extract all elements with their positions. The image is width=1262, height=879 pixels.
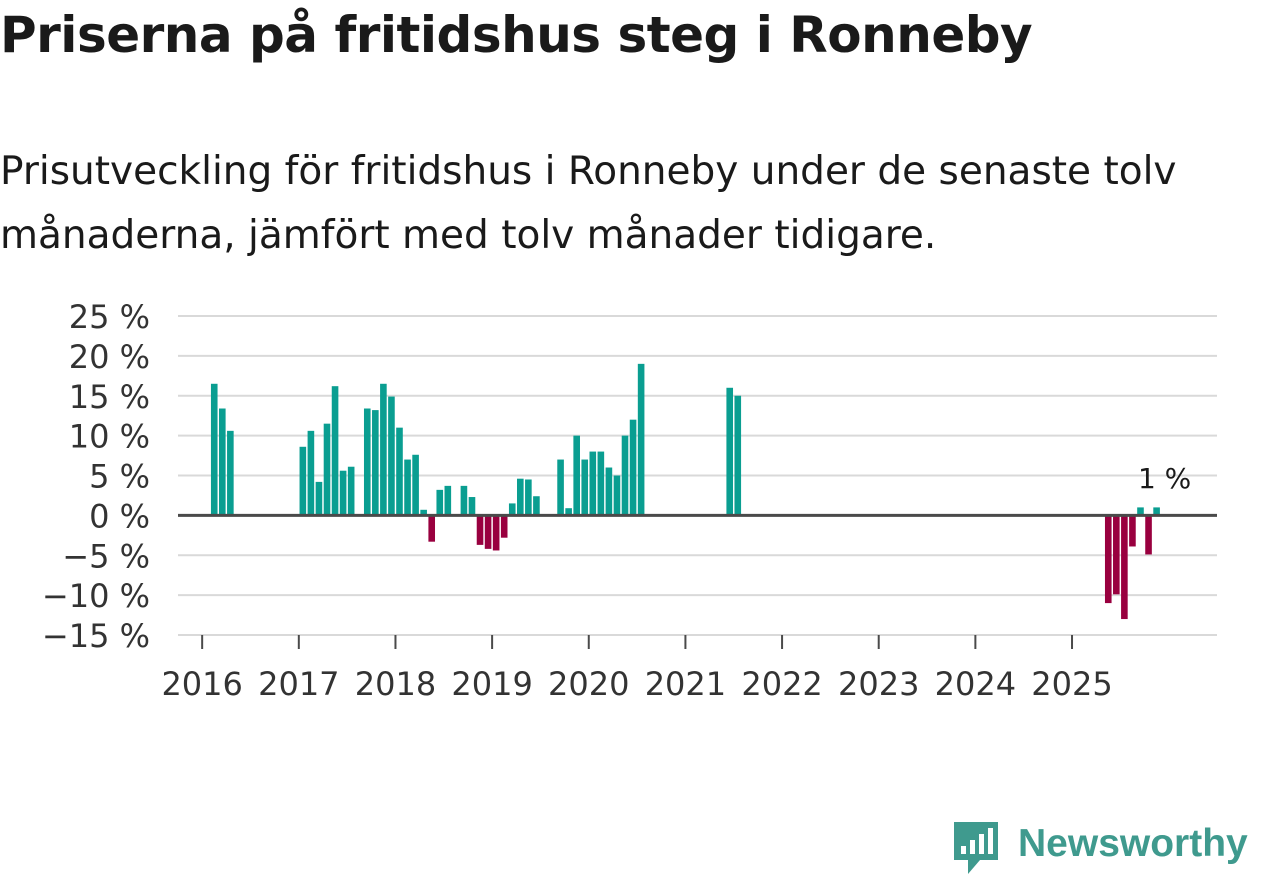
bar <box>533 496 540 516</box>
bar <box>363 408 371 516</box>
bar <box>218 408 226 516</box>
bar <box>637 363 645 516</box>
y-tick-label: 20 % <box>69 338 150 376</box>
bar <box>629 419 637 516</box>
y-tick-label: 25 % <box>69 298 150 336</box>
bar <box>1153 507 1160 516</box>
x-tick-label: 2016 <box>161 665 242 703</box>
y-axis: 25 %20 %15 %10 %5 %0 %−5 %−10 %−15 % <box>42 298 150 655</box>
bar <box>299 446 307 516</box>
bar <box>396 427 403 516</box>
bar <box>210 383 218 516</box>
bar <box>1121 515 1128 620</box>
bar <box>589 451 597 516</box>
newsworthy-logo: Newsworthy <box>950 818 1260 878</box>
y-tick-label: 15 % <box>69 378 150 416</box>
x-tick-label: 2018 <box>355 665 436 703</box>
bar <box>500 515 508 538</box>
x-axis: 2016 2017 2018 2019 2020 2021 2022 2023 2024 2025 <box>161 635 1113 703</box>
bar <box>508 503 516 516</box>
y-tick-label: −10 % <box>42 577 150 615</box>
bar <box>1129 515 1136 547</box>
x-tick-label: 2024 <box>935 665 1016 703</box>
bar <box>1113 515 1120 595</box>
bar <box>380 383 387 516</box>
bar <box>1104 515 1112 604</box>
bar <box>517 478 524 516</box>
chart-subtitle: Prisutveckling för fritidshus i Ronneby … <box>0 149 1177 258</box>
y-tick-label: −5 % <box>62 537 150 575</box>
x-tick-label: 2023 <box>838 665 919 703</box>
x-tick-label: 2020 <box>548 665 629 703</box>
bar <box>605 467 613 516</box>
bar <box>557 459 564 516</box>
bar <box>460 485 468 516</box>
bar <box>372 410 379 516</box>
y-tick-label: 0 % <box>89 497 150 535</box>
bar <box>621 435 629 516</box>
bar <box>1145 515 1152 555</box>
bar <box>412 454 419 516</box>
x-tick-label: 2017 <box>258 665 339 703</box>
bar <box>726 387 734 516</box>
bar <box>734 395 742 516</box>
bar <box>315 481 323 516</box>
bars <box>210 363 1160 620</box>
annotations: 1 % <box>1138 462 1191 495</box>
bar <box>404 459 411 516</box>
bar <box>420 509 427 516</box>
brand-name: Newsworthy <box>1018 822 1248 865</box>
bar <box>436 489 444 516</box>
y-tick-label: 10 % <box>69 418 150 456</box>
bar <box>597 451 605 516</box>
chart-title: Priserna på fritidshus steg i Ronneby <box>0 6 1033 64</box>
value-annotation: 1 % <box>1138 462 1191 495</box>
bar <box>525 479 532 516</box>
bar <box>492 515 500 551</box>
x-tick-label: 2022 <box>741 665 822 703</box>
bar <box>444 485 452 516</box>
bar-chart: 25 %20 %15 %10 %5 %0 %−5 %−10 %−15 % 201… <box>42 298 1217 703</box>
bar <box>1137 507 1144 516</box>
x-tick-label: 2025 <box>1031 665 1112 703</box>
bar <box>565 508 572 516</box>
bar <box>347 466 355 516</box>
bar <box>428 515 436 542</box>
bar <box>476 515 484 545</box>
bar <box>484 515 492 549</box>
newsworthy-icon <box>954 822 998 874</box>
x-tick-label: 2021 <box>645 665 726 703</box>
bar <box>581 459 589 516</box>
bar <box>227 430 234 516</box>
bar <box>573 435 580 516</box>
y-tick-label: −15 % <box>42 617 150 655</box>
bar <box>388 396 395 516</box>
bar <box>331 386 339 516</box>
bar <box>339 470 347 516</box>
bar <box>468 497 476 516</box>
x-tick-label: 2019 <box>451 665 532 703</box>
bar <box>323 423 331 516</box>
y-tick-label: 5 % <box>89 458 150 496</box>
bar <box>613 475 621 516</box>
bar <box>307 430 315 516</box>
